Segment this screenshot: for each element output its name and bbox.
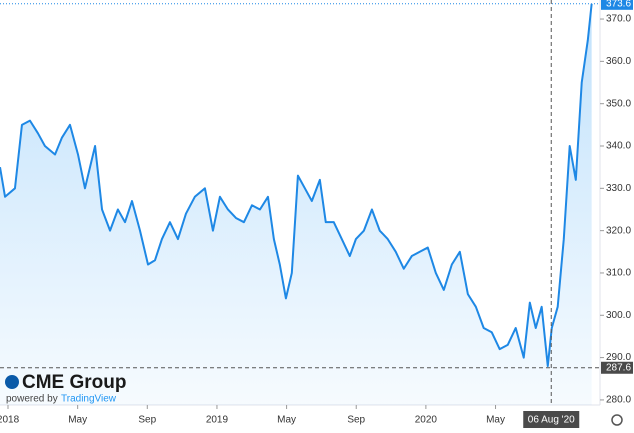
crosshair-x-box xyxy=(523,411,580,428)
last-price-box xyxy=(601,0,633,10)
y-tick-label: 360.0 xyxy=(606,56,631,67)
y-tick-label: 300.0 xyxy=(606,310,631,321)
y-tick-label: 310.0 xyxy=(606,268,631,279)
x-tick-label: Sep xyxy=(347,415,365,426)
logo-provider: TradingView xyxy=(61,394,117,405)
line xyxy=(0,3,593,368)
y-tick-label: 330.0 xyxy=(606,183,631,194)
x-tick-label: Sep xyxy=(138,415,156,426)
gear xyxy=(611,414,623,426)
logo-powered-by: powered by xyxy=(6,394,58,405)
x-tick-label: May xyxy=(68,415,87,426)
logo-name: CME Group xyxy=(22,372,127,393)
y-tick-label: 320.0 xyxy=(606,225,631,236)
y-tick-label: 350.0 xyxy=(606,98,631,109)
y-tick-label: 340.0 xyxy=(606,141,631,152)
x-tick-label: 2018 xyxy=(0,415,20,426)
y-tick-label: 280.0 xyxy=(606,395,631,406)
logo-globe xyxy=(5,375,19,389)
last-price-label: 373.6 xyxy=(606,0,631,9)
x-tick-label: 2019 xyxy=(206,415,229,426)
y-tick-label: 370.0 xyxy=(606,14,631,25)
crosshair-x-label: 06 Aug '20 xyxy=(528,415,575,426)
settings-icon[interactable] xyxy=(611,414,623,426)
crosshair-y-label: 287.6 xyxy=(606,362,631,373)
x-tick-label: 2020 xyxy=(415,415,438,426)
logo[interactable]: CME Group powered by TradingView xyxy=(5,372,127,405)
y-tick-label: 290.0 xyxy=(606,352,631,363)
crosshair-y-box xyxy=(601,361,633,374)
area xyxy=(0,3,592,406)
x-tick-label: May xyxy=(486,415,505,426)
x-tick-label: May xyxy=(277,415,296,426)
